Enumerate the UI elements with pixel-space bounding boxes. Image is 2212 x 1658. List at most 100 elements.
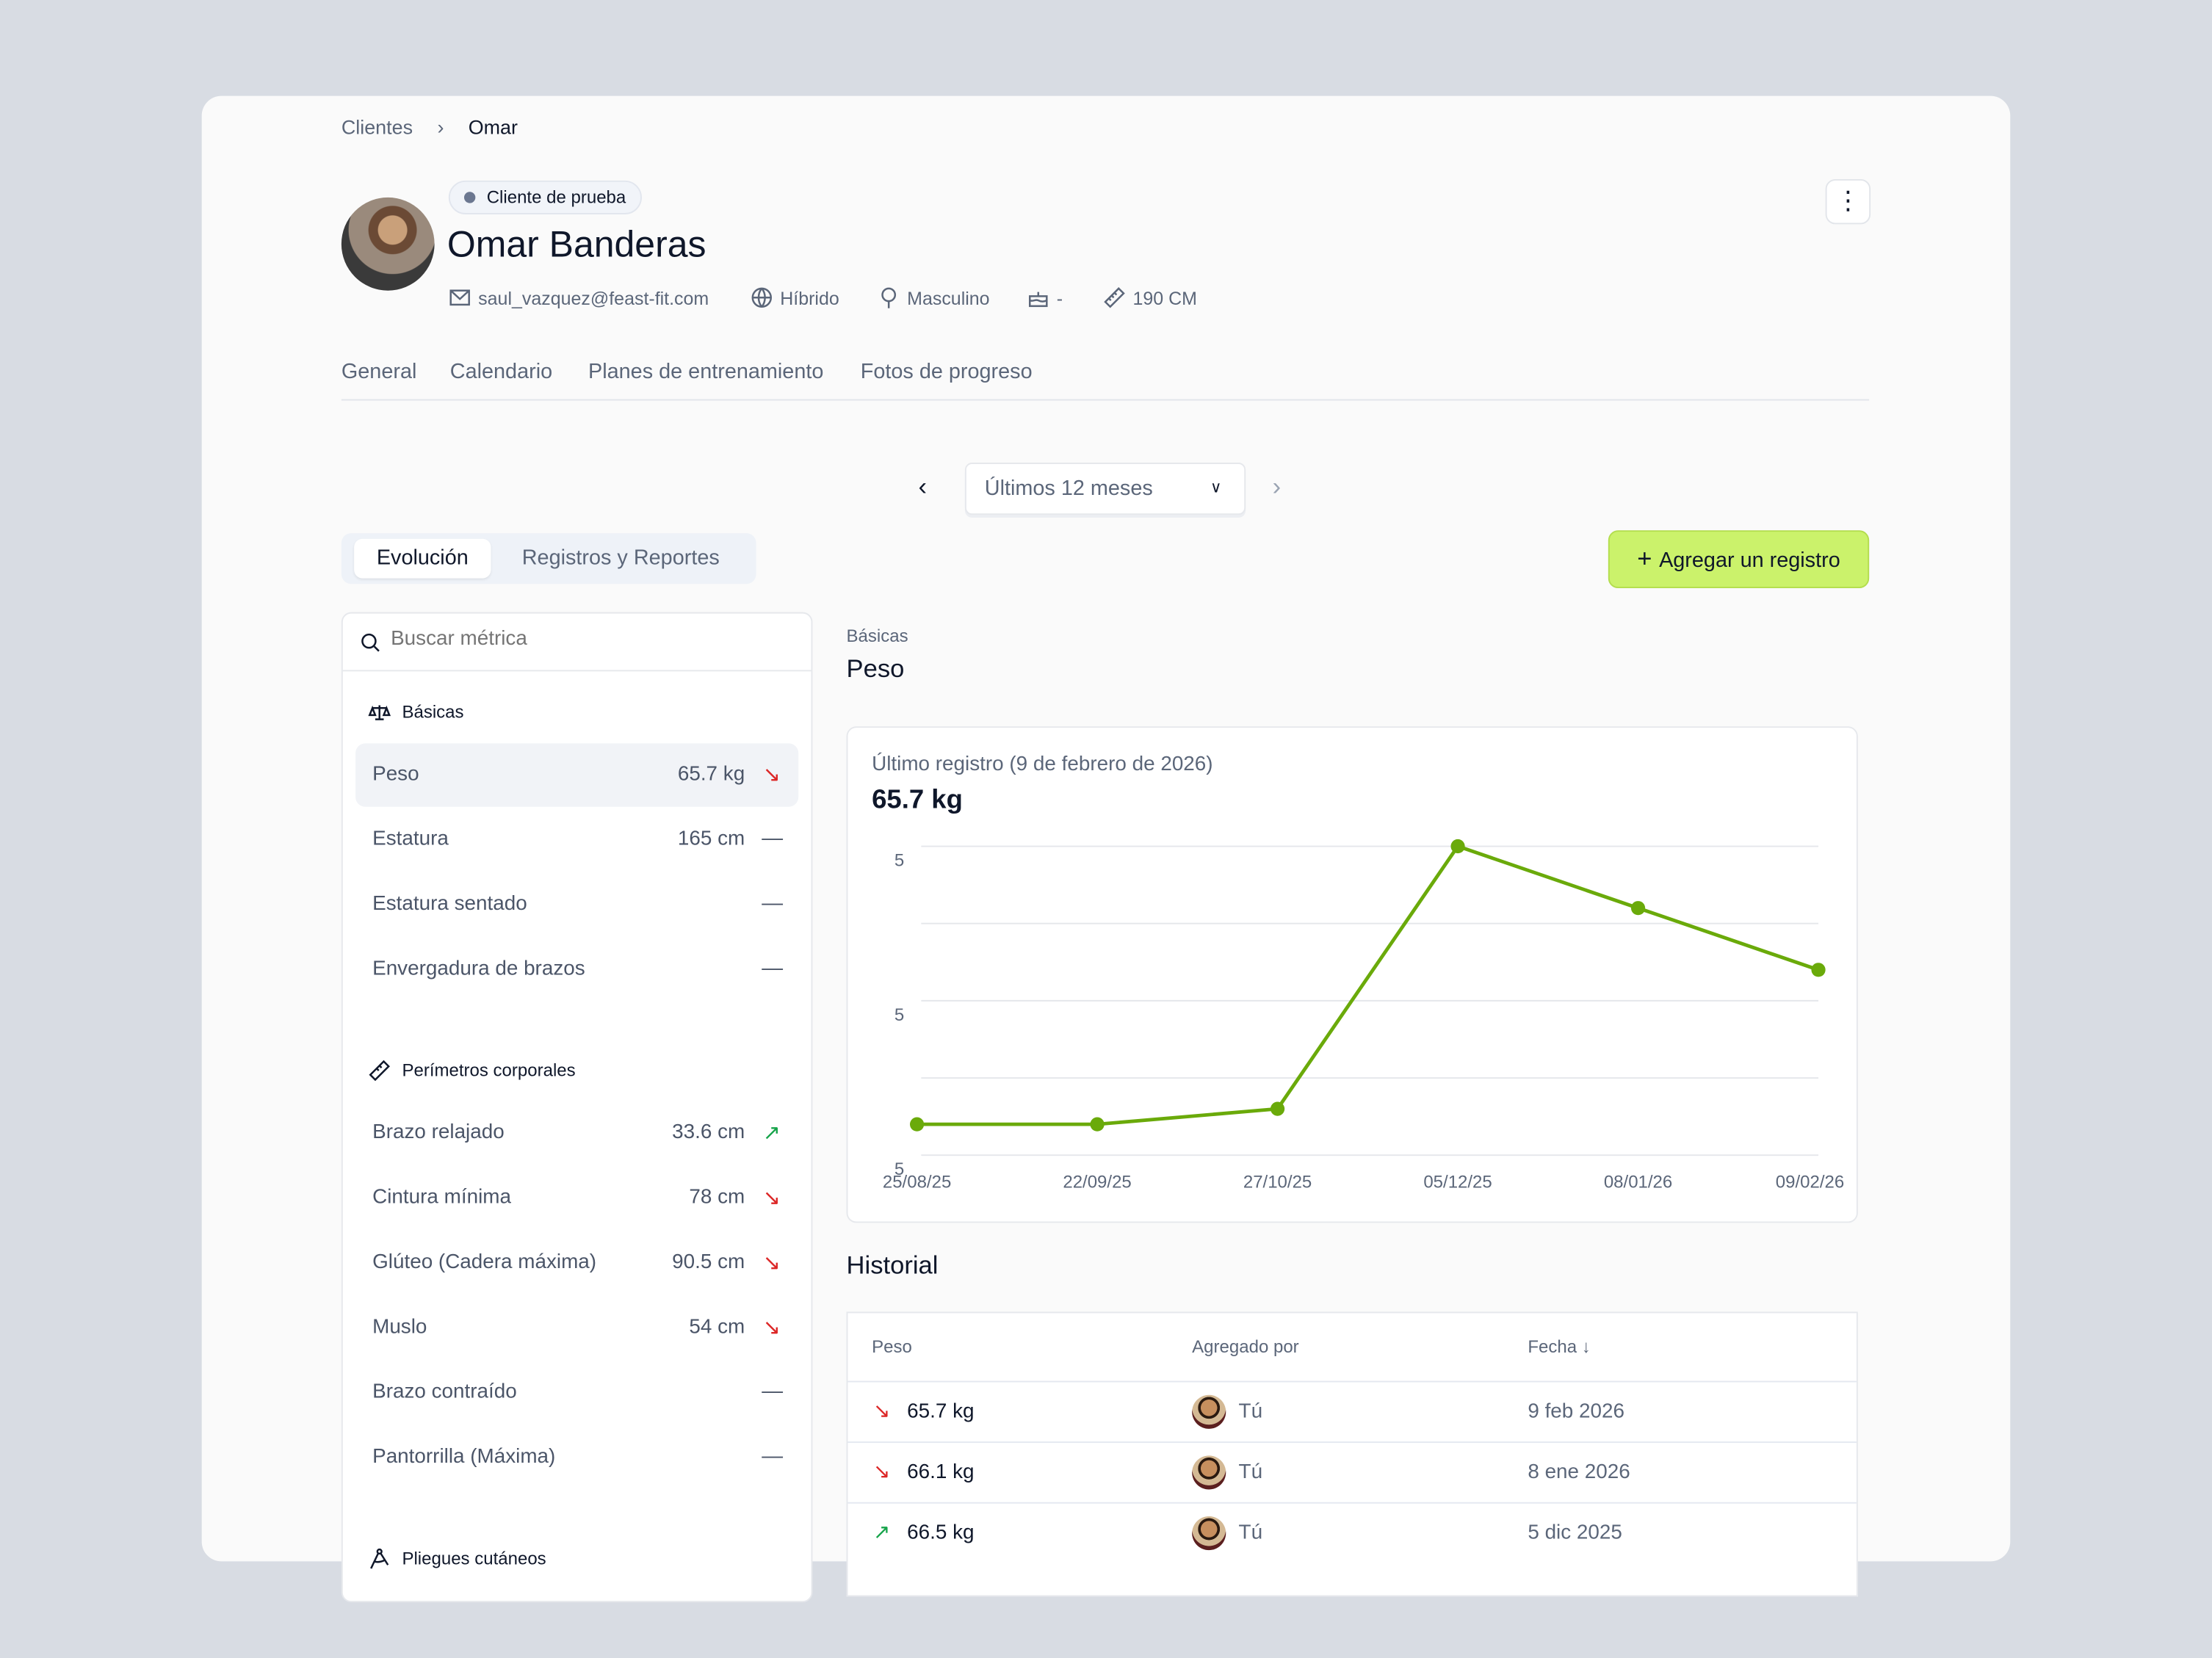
add-record-button[interactable]: + Agregar un registro <box>1608 530 1870 589</box>
trend-down-icon: ↘ <box>762 763 781 787</box>
cake-icon <box>1029 292 1048 308</box>
trend-up-icon: ↗ <box>762 1121 781 1145</box>
section-header: Pliegues cutáneos <box>368 1547 546 1570</box>
chart-card: Último registro (9 de febrero de 2026) 6… <box>846 726 1858 1223</box>
metric-label: Brazo relajado <box>372 1121 505 1144</box>
table-row[interactable]: ↘ 66.1 kg Tú 8 ene 2026 <box>847 1441 1857 1504</box>
status-badge: Cliente de prueba <box>448 180 642 214</box>
metric-label: Estatura sentado <box>372 892 527 916</box>
gender-text: Masculino <box>907 286 990 308</box>
plus-icon: + <box>1637 544 1660 573</box>
scale-icon <box>368 705 391 720</box>
trend-down-icon: ↘ <box>873 1400 891 1424</box>
trend-flat-icon: — <box>762 1379 784 1404</box>
metric-item[interactable]: Brazo relajado 33.6 cm ↗ <box>355 1101 798 1165</box>
caliper-icon <box>370 1548 389 1569</box>
metric-label: Brazo contraído <box>372 1380 517 1404</box>
trend-down-icon: ↘ <box>762 1250 781 1275</box>
prev-period-button[interactable]: ‹ <box>918 472 928 501</box>
tab-general[interactable]: General <box>341 359 417 384</box>
trend-flat-icon: — <box>762 891 784 916</box>
row-date: 8 ene 2026 <box>1528 1461 1630 1484</box>
x-tick-label: 25/08/25 <box>883 1172 951 1192</box>
metric-label: Envergadura de brazos <box>372 957 585 981</box>
tab-evolucion[interactable]: Evolución <box>354 538 491 579</box>
last-record-label: Último registro (9 de febrero de 2026) <box>872 753 1213 776</box>
y-tick-label: 65 <box>885 1082 905 1102</box>
y-tick-label: 66 <box>885 928 905 948</box>
next-period-button[interactable]: › <box>1272 472 1282 501</box>
section-title: Pliegues cutáneos <box>402 1549 546 1569</box>
search-row <box>342 614 812 672</box>
trend-flat-icon: — <box>762 826 784 851</box>
row-added-by: Tú <box>1238 1521 1263 1545</box>
metric-value: 54 cm <box>689 1316 745 1339</box>
avatar <box>1192 1516 1226 1551</box>
section-title: Perímetros corporales <box>402 1060 576 1081</box>
row-value: 66.1 kg <box>907 1461 975 1484</box>
period-select[interactable]: Últimos 12 meses ∨ <box>964 463 1246 515</box>
table-row[interactable]: ↘ 65.7 kg Tú 9 feb 2026 <box>847 1380 1857 1444</box>
y-tick-label: 65.5 <box>870 1005 905 1025</box>
trend-flat-icon: — <box>762 956 784 981</box>
search-icon <box>361 633 380 652</box>
metric-value: 90.5 cm <box>672 1250 745 1274</box>
row-added-by: Tú <box>1238 1400 1263 1424</box>
metric-item[interactable]: Peso 65.7 kg ↘ <box>355 743 799 807</box>
history-title: Historial <box>846 1250 939 1280</box>
breadcrumb-separator: › <box>437 115 444 139</box>
mode-text: Híbrido <box>780 286 839 308</box>
height-text: 190 CM <box>1132 286 1197 308</box>
metric-item[interactable]: Brazo contraído — <box>355 1361 798 1424</box>
x-tick-label: 22/09/25 <box>1063 1172 1131 1192</box>
y-tick-label: 66.5 <box>870 850 905 870</box>
email-text: saul_vazquez@feast-fit.com <box>478 286 709 308</box>
trend-up-icon: ↗ <box>873 1521 891 1545</box>
col-peso[interactable]: Peso <box>872 1337 912 1357</box>
col-fecha[interactable]: Fecha ↓ <box>1528 1337 1591 1357</box>
tab-planes[interactable]: Planes de entrenamiento <box>588 359 824 384</box>
tab-fotos[interactable]: Fotos de progreso <box>860 359 1033 384</box>
metric-item[interactable]: Muslo 54 cm ↘ <box>355 1296 798 1359</box>
trend-down-icon: ↘ <box>762 1186 781 1211</box>
col-agregado[interactable]: Agregado por <box>1192 1337 1299 1357</box>
metric-item[interactable]: Envergadura de brazos — <box>355 938 798 1001</box>
metric-value: 33.6 cm <box>672 1121 745 1144</box>
client-name: Omar Banderas <box>447 222 706 266</box>
more-options-button[interactable]: ⋮ <box>1825 178 1871 225</box>
metric-label: Pantorrilla (Máxima) <box>372 1445 556 1469</box>
data-point <box>1450 839 1465 854</box>
metric-item[interactable]: Pantorrilla (Máxima) — <box>355 1426 798 1489</box>
metric-label: Peso <box>372 763 419 786</box>
section-header: Básicas <box>368 701 464 724</box>
x-tick-label: 27/10/25 <box>1243 1172 1312 1192</box>
metric-item[interactable]: Estatura sentado — <box>355 873 798 936</box>
avatar <box>1192 1455 1226 1490</box>
breadcrumb-clientes[interactable]: Clientes <box>341 115 413 139</box>
ruler-icon <box>1104 287 1125 308</box>
x-tick-label: 09/02/26 <box>1776 1172 1844 1192</box>
metric-value: 78 cm <box>689 1186 745 1209</box>
metric-item[interactable]: Cintura mínima 78 cm ↘ <box>355 1167 798 1230</box>
tabs-divider <box>341 399 1870 401</box>
meta-email: saul_vazquez@feast-fit.com <box>449 286 709 309</box>
add-record-label: Agregar un registro <box>1659 549 1840 573</box>
trend-flat-icon: — <box>762 1444 784 1469</box>
metric-item[interactable]: Estatura 165 cm — <box>355 808 798 872</box>
metric-item[interactable]: Glúteo (Cadera máxima) 90.5 cm ↘ <box>355 1231 798 1295</box>
tab-calendario[interactable]: Calendario <box>449 359 553 384</box>
table-row[interactable]: ↗ 66.5 kg Tú 5 dic 2025 <box>847 1502 1857 1565</box>
metric-value: 65.7 kg <box>677 763 745 786</box>
metric-label: Estatura <box>372 828 449 851</box>
avatar <box>341 197 435 291</box>
meta-height: 190 CM <box>1103 286 1197 309</box>
search-input[interactable] <box>388 626 789 652</box>
mail-icon <box>449 289 470 306</box>
metric-label: Glúteo (Cadera máxima) <box>372 1250 597 1274</box>
meta-gender: Masculino <box>878 286 990 309</box>
tab-registros[interactable]: Registros y Reportes <box>521 546 720 571</box>
trend-down-icon: ↘ <box>762 1316 781 1340</box>
breadcrumb-current: Omar <box>468 115 518 139</box>
section-title: Básicas <box>402 702 464 723</box>
